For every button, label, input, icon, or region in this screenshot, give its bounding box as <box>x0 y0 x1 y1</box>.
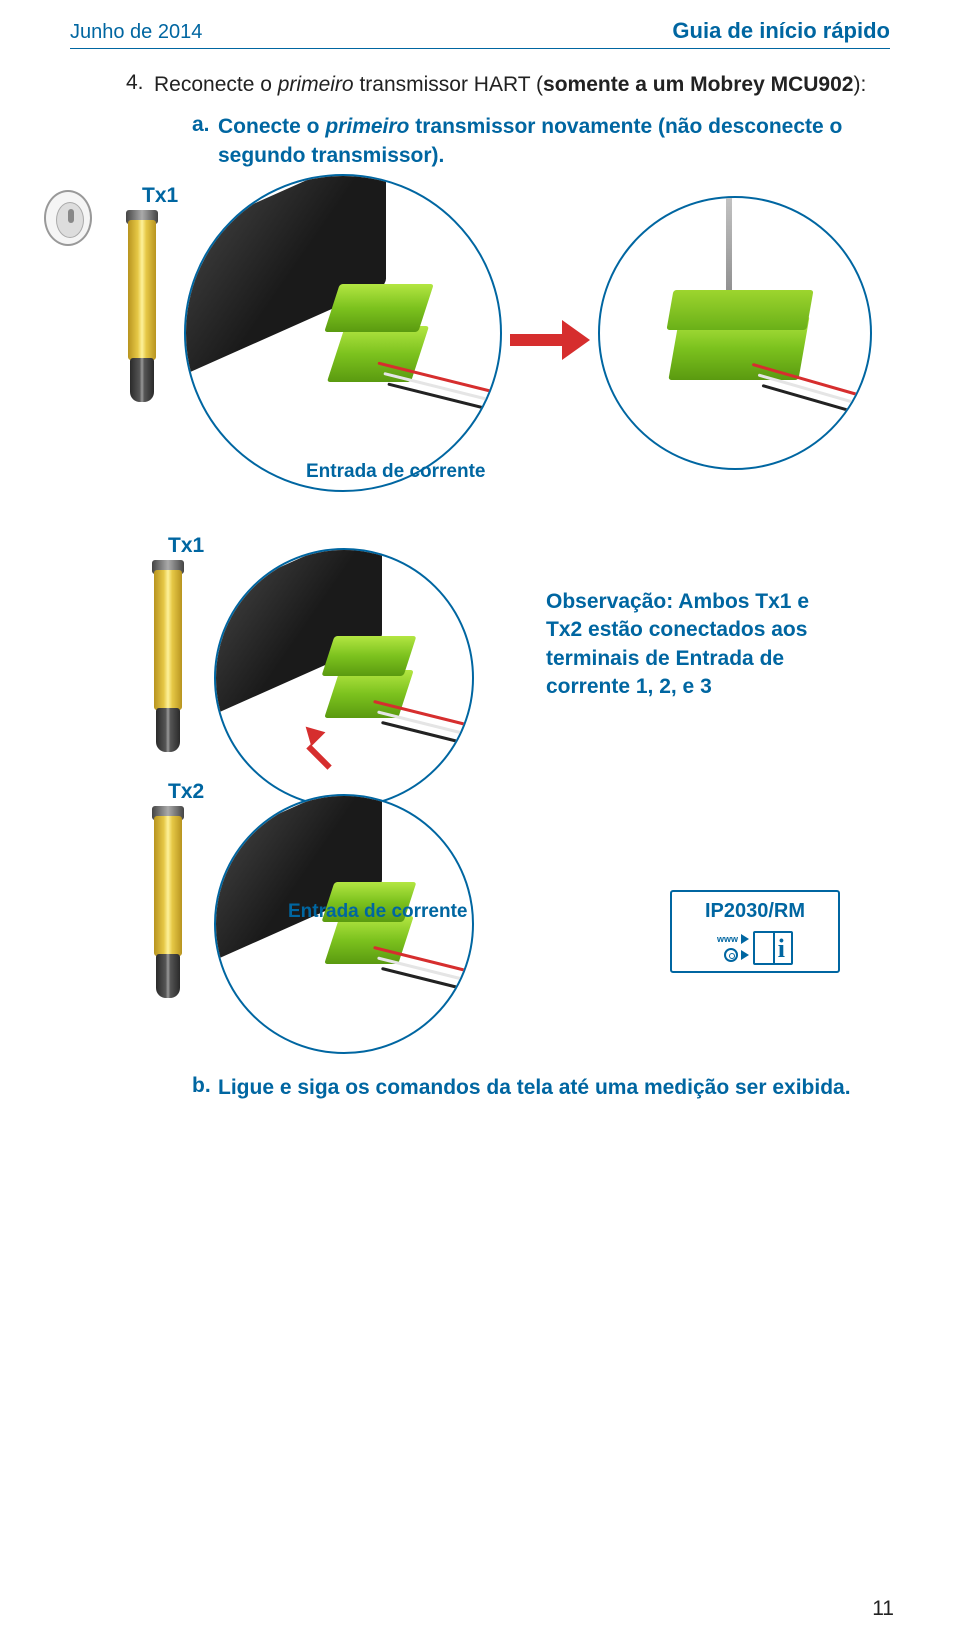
substep-4a: a. Conecte o primeiro transmissor novame… <box>70 113 890 170</box>
cd-icon <box>724 948 738 962</box>
substep-text: Ligue e siga os comandos da tela até uma… <box>218 1074 851 1102</box>
step-text: Reconecte o primeiro transmissor HART (s… <box>154 71 866 99</box>
text-italic: primeiro <box>325 115 409 138</box>
transmitter-tx1-top <box>120 210 164 420</box>
connector-circle-mid <box>214 548 474 808</box>
booklet-icon: www i <box>717 931 793 965</box>
www-label: www <box>717 934 738 944</box>
entrada-label-bottom: Entrada de corrente <box>288 900 468 924</box>
tx1-label-top: Tx1 <box>142 184 178 208</box>
text: Conecte o <box>218 115 325 138</box>
transmitter-tx2 <box>146 806 190 1016</box>
header-date: Junho de 2014 <box>70 21 202 44</box>
diagram-area: Tx1 Entrada de corrente Tx1 <box>70 184 890 1064</box>
info-box: IP2030/RM www i <box>670 890 840 973</box>
substep-letter: a. <box>192 113 218 170</box>
substep-4b: b. Ligue e siga os comandos da tela até … <box>70 1074 890 1102</box>
book-icon: i <box>753 931 793 965</box>
observation-note: Observação: Ambos Tx1 e Tx2 estão conect… <box>546 588 846 701</box>
entrada-label-top: Entrada de corrente <box>306 460 486 484</box>
header-guide-title: Guia de início rápido <box>672 18 890 44</box>
text: transmissor HART ( <box>354 73 543 96</box>
tx2-label: Tx2 <box>168 780 204 804</box>
knob-icon <box>44 190 92 246</box>
text-italic: primeiro <box>278 73 354 96</box>
substep-letter: b. <box>192 1074 218 1102</box>
connector-circle-left-top <box>184 174 502 492</box>
text: ): <box>853 73 866 96</box>
page-header: Junho de 2014 Guia de início rápido <box>70 18 890 49</box>
connector-circle-right-top <box>598 196 872 470</box>
arrow-icon <box>510 320 590 360</box>
arrow-small-icon <box>741 934 749 944</box>
substep-text: Conecte o primeiro transmissor novamente… <box>218 113 890 170</box>
arrow-small-icon <box>741 950 749 960</box>
text-bold: somente a um Mobrey MCU902 <box>543 73 853 96</box>
text: Reconecte o <box>154 73 278 96</box>
tx1-label-mid: Tx1 <box>168 534 204 558</box>
transmitter-tx1-mid <box>146 560 190 770</box>
page-number: 11 <box>872 1597 894 1621</box>
step-4: 4. Reconecte o primeiro transmissor HART… <box>70 71 890 99</box>
step-number: 4. <box>126 71 154 99</box>
ip-code: IP2030/RM <box>682 900 828 923</box>
connector-circle-bottom <box>214 794 474 1054</box>
